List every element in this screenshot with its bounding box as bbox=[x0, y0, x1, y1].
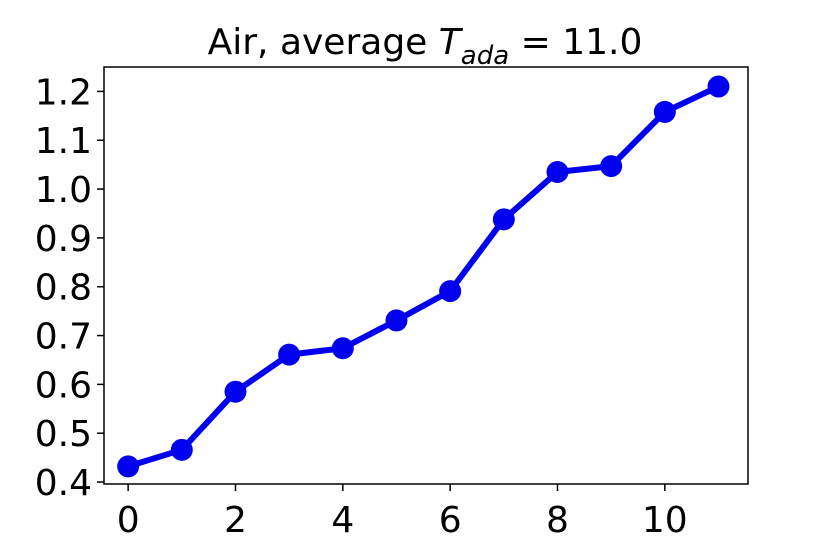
data-point bbox=[707, 75, 730, 98]
data-point bbox=[170, 438, 193, 461]
chart-title: Air, average Tada = 11.0 bbox=[208, 22, 643, 71]
y-tick-label: 0.4 bbox=[35, 463, 92, 504]
y-tick-label: 0.8 bbox=[35, 268, 92, 309]
x-tick-label: 8 bbox=[546, 500, 569, 541]
data-point bbox=[224, 380, 247, 403]
data-point bbox=[600, 155, 623, 178]
series-line bbox=[127, 83, 720, 470]
data-point bbox=[653, 100, 676, 123]
y-tick-label: 0.5 bbox=[35, 414, 92, 455]
axes: 0 2 4 6 8 10 0.4 0.5 0.6 0.7 0.8 0.9 1.0 1.1 1.2 bbox=[35, 72, 688, 541]
y-tick-label: 0.9 bbox=[35, 219, 92, 260]
series-layer bbox=[117, 75, 730, 478]
x-tick-label: 0 bbox=[117, 500, 140, 541]
data-point bbox=[331, 337, 354, 360]
y-tick-label: 1.1 bbox=[35, 121, 92, 162]
chart-title-symbol: T bbox=[439, 22, 464, 63]
data-point bbox=[278, 343, 301, 366]
y-tick-label: 0.7 bbox=[35, 317, 92, 358]
chart-title-subscript: ada bbox=[461, 41, 509, 71]
data-point bbox=[385, 309, 408, 332]
data-point bbox=[117, 455, 140, 478]
plot-frame bbox=[103, 66, 749, 485]
y-tick-label: 0.6 bbox=[35, 365, 92, 406]
y-tick-label: 1.0 bbox=[35, 170, 92, 211]
data-point bbox=[546, 160, 569, 183]
data-point bbox=[492, 208, 515, 231]
x-tick-label: 4 bbox=[331, 500, 354, 541]
x-tick-label: 10 bbox=[642, 500, 688, 541]
chart-title-prefix: Air, average bbox=[208, 22, 439, 63]
chart-title-suffix: = 11.0 bbox=[509, 22, 642, 63]
data-point bbox=[439, 280, 462, 303]
y-tick-label: 1.2 bbox=[35, 72, 92, 113]
x-tick-label: 6 bbox=[439, 500, 462, 541]
x-tick-label: 2 bbox=[224, 500, 247, 541]
